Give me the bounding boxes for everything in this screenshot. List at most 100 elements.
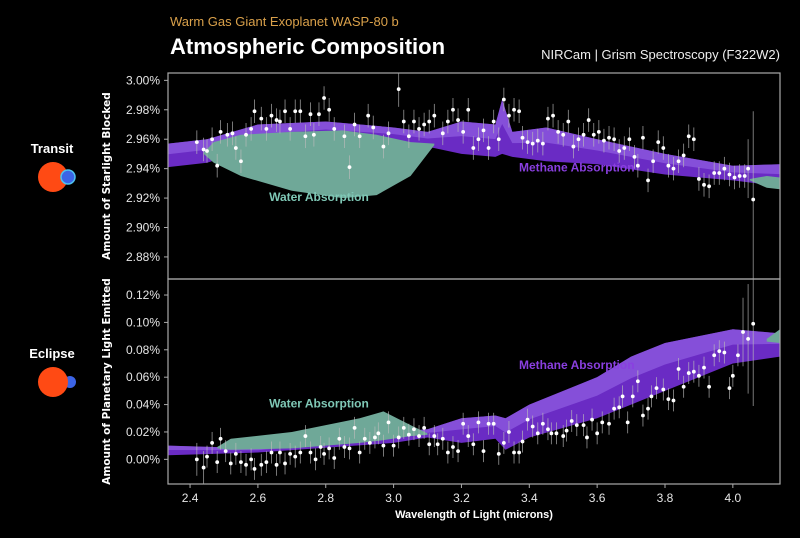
data-point <box>440 131 445 136</box>
data-point <box>215 460 220 464</box>
data-point <box>591 132 596 137</box>
data-point <box>481 128 486 133</box>
y-tick-label: 2.88% <box>126 250 160 264</box>
data-point <box>525 417 530 422</box>
data-point <box>461 421 466 426</box>
data-point <box>376 431 381 436</box>
data-point <box>357 134 362 139</box>
data-point <box>751 321 756 326</box>
data-point <box>574 423 579 428</box>
data-point <box>481 449 486 454</box>
data-point <box>576 137 581 142</box>
data-point <box>371 125 376 130</box>
data-point <box>702 182 706 187</box>
data-point <box>507 430 511 434</box>
y-axis-label: Amount of Planetary Light Emitted <box>101 278 113 484</box>
data-point <box>303 134 308 139</box>
x-tick-label: 3.4 <box>521 491 538 505</box>
data-point <box>386 131 391 136</box>
eclipse-icon <box>38 367 76 397</box>
data-point <box>540 421 545 426</box>
data-point <box>590 417 594 422</box>
data-point <box>564 428 569 433</box>
data-point <box>476 137 481 142</box>
data-point <box>352 122 357 127</box>
data-point <box>422 425 427 430</box>
data-point <box>311 132 316 137</box>
data-point <box>347 446 352 451</box>
data-point <box>517 109 522 114</box>
data-point <box>201 465 206 470</box>
data-point <box>362 436 367 441</box>
data-point <box>466 434 471 438</box>
data-point <box>288 451 293 456</box>
data-point <box>546 427 550 432</box>
data-point <box>751 197 756 202</box>
data-point <box>697 177 701 181</box>
plot-area <box>168 279 780 484</box>
data-point <box>381 443 386 448</box>
y-tick-label: 0.12% <box>126 288 160 302</box>
y-tick-label: 0.02% <box>126 425 160 439</box>
chart-kicker: Warm Gas Giant Exoplanet WASP-80 b <box>170 14 399 29</box>
data-point <box>239 460 243 464</box>
data-point <box>530 141 535 146</box>
data-point <box>435 442 440 447</box>
data-point <box>347 165 352 170</box>
data-point <box>727 386 732 391</box>
data-point <box>427 119 432 124</box>
data-point <box>561 434 566 438</box>
star-icon <box>38 162 68 192</box>
data-point <box>427 442 432 447</box>
data-point <box>332 456 337 460</box>
data-point <box>233 146 238 150</box>
data-point <box>298 450 303 455</box>
annotation-label: Water Absorption <box>269 190 369 204</box>
data-point <box>471 442 476 447</box>
eclipse-label: Eclipse <box>29 346 75 361</box>
data-point <box>451 445 455 449</box>
data-point <box>666 163 671 168</box>
data-point <box>551 113 555 118</box>
data-point <box>322 451 326 456</box>
chart-title: Atmospheric Composition <box>170 34 446 59</box>
data-point <box>278 119 282 124</box>
data-point <box>456 449 460 454</box>
data-point <box>491 119 496 124</box>
data-point <box>607 135 611 140</box>
data-point <box>617 149 622 153</box>
data-point <box>596 129 601 134</box>
data-point <box>632 154 637 159</box>
data-point <box>486 421 491 426</box>
data-point <box>654 386 659 391</box>
data-point <box>741 330 745 334</box>
data-point <box>620 394 625 399</box>
data-point <box>252 109 257 114</box>
y-tick-label: 3.00% <box>126 73 160 87</box>
eclipse-panel: Water Absorption Methane Absorption 0.12% 0… <box>101 278 781 521</box>
data-point <box>746 336 751 341</box>
data-point <box>432 434 437 438</box>
data-point <box>445 119 450 124</box>
data-point <box>210 441 215 445</box>
annotation-label: Methane Absorption <box>519 161 635 175</box>
data-point <box>318 445 323 449</box>
data-point <box>327 446 332 451</box>
data-point <box>630 394 635 399</box>
data-point <box>641 135 645 140</box>
data-point <box>259 116 264 121</box>
data-point <box>641 413 645 418</box>
x-tick-label: 4.0 <box>725 491 742 505</box>
data-point <box>717 171 722 175</box>
data-point <box>520 135 525 140</box>
data-point <box>600 420 605 425</box>
data-point <box>507 113 511 118</box>
data-point <box>512 450 516 455</box>
data-point <box>401 425 406 430</box>
y-tick-label: 0.10% <box>126 315 160 329</box>
data-point <box>530 424 535 429</box>
water-band <box>217 411 428 450</box>
data-point <box>566 119 571 124</box>
data-point <box>352 425 357 430</box>
